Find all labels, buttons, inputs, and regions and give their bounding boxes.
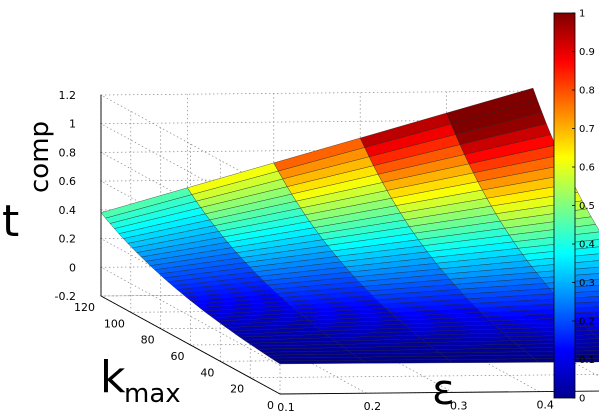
z-tick-label: 0.4 — [59, 204, 77, 217]
y-tick-label: 20 — [230, 383, 244, 396]
surface-patch — [584, 325, 599, 331]
y-axis-label: k max — [100, 352, 181, 409]
y-tick-label: 0 — [267, 399, 274, 412]
y-tick-label: 40 — [200, 366, 214, 379]
x-tick-label: 0.2 — [364, 400, 382, 413]
z-tick-label: -0.2 — [55, 290, 76, 303]
colorbar-tick-label: 0.9 — [579, 47, 595, 58]
z-label-sub: comp — [25, 121, 55, 193]
surface-patch — [575, 316, 599, 323]
surface-patch — [593, 334, 599, 339]
colorbar-tick-label: 0.2 — [579, 317, 595, 328]
z-tick-label: 1.2 — [59, 89, 77, 102]
y-tick-label: 60 — [171, 350, 185, 363]
colorbar-tick-label: 0.7 — [579, 124, 595, 135]
z-tick-label: 0.2 — [59, 233, 77, 246]
colorbar-ticks: 0 0.1 0.2 0.3 0.4 0.5 0.6 0.7 0.8 0.9 1 — [572, 9, 595, 405]
colorbar-tick-label: 0.4 — [579, 240, 595, 251]
colorbar-tick-label: 0.3 — [579, 278, 595, 289]
y-label-main: k — [100, 352, 126, 403]
surface-patch — [447, 358, 540, 363]
surface-patch — [361, 359, 454, 364]
surface-patch — [589, 330, 599, 335]
z-tick-label: 0.8 — [59, 146, 77, 159]
x-tick-label: 0.1 — [277, 401, 295, 414]
z-tick-label: 0.6 — [59, 175, 77, 188]
z-label-main: t — [2, 196, 19, 247]
colorbar-tick-label: 0.1 — [579, 355, 595, 366]
z-tick-label: 1 — [69, 118, 76, 131]
colorbar-tick-label: 0.8 — [579, 86, 595, 97]
axis-box — [100, 95, 599, 395]
y-axis-line — [100, 295, 281, 395]
colorbar-tick-label: 1 — [579, 9, 585, 20]
z-axis-label: t comp — [2, 121, 55, 247]
x-axis-line — [279, 390, 599, 395]
surface-patch — [274, 360, 367, 365]
y-tick-label: 80 — [141, 334, 155, 347]
colorbar-tick-label: 0.6 — [579, 163, 595, 174]
colorbar-tick-label: 0.5 — [579, 201, 595, 212]
axis-ticks: -0.2 0 0.2 0.4 0.6 0.8 1 1.2 0 20 40 60 80 100 120 0.1 0… — [55, 89, 554, 414]
colorbar-gradient — [553, 12, 576, 399]
x-tick-label: 0.4 — [536, 399, 554, 412]
x-tick-label: 0.3 — [450, 399, 468, 412]
y-label-sub: max — [124, 379, 181, 409]
colorbar: 0 0.1 0.2 0.3 0.4 0.5 0.6 0.7 0.8 0.9 1 — [553, 9, 595, 405]
surface-patch — [580, 321, 599, 327]
x-axis-label: ε — [432, 365, 455, 414]
colorbar-tick-label: 0 — [579, 394, 585, 405]
z-tick-label: 0 — [69, 261, 76, 274]
y-tick-label: 100 — [104, 317, 125, 330]
surface — [100, 87, 599, 365]
y-tick-label: 120 — [74, 301, 95, 314]
